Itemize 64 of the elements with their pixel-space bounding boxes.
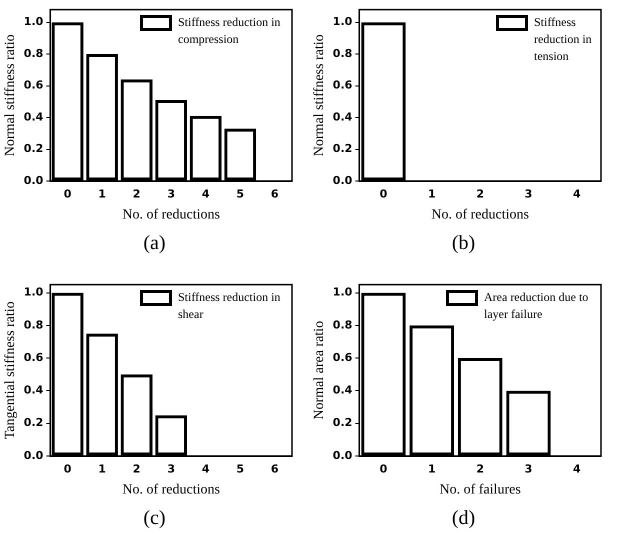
- y-tick-label: 0.4: [332, 384, 353, 397]
- y-tick-label: 0.6: [24, 78, 44, 92]
- y-tick-label: 0.2: [24, 416, 44, 430]
- y-tick-label: 0.4: [24, 110, 44, 124]
- legend-label: Stiffness reduction in shear: [178, 289, 282, 323]
- text: (b): [450, 232, 476, 255]
- text: (a): [142, 232, 167, 255]
- y-tick-label: 0.6: [332, 78, 353, 92]
- x-tick-label: 1: [428, 462, 436, 476]
- x-tick-label: 3: [524, 187, 532, 200]
- x-tick-label: 4: [573, 462, 581, 476]
- x-tick-label: 1: [98, 187, 106, 200]
- x-tick-label: 0: [64, 462, 72, 476]
- x-axis-title: No. of failures: [440, 482, 521, 498]
- x-tick-label: 1: [428, 187, 436, 200]
- x-tick-label: 4: [202, 462, 210, 476]
- x-tick-label: 1: [98, 462, 106, 476]
- y-tick-label: 0.8: [24, 318, 44, 332]
- y-axis-title: Tangential stiffness ratio: [3, 301, 18, 440]
- x-tick-label: 3: [167, 187, 175, 200]
- x-tick-label: 2: [476, 462, 484, 476]
- x-tick-label: 2: [476, 187, 484, 200]
- y-tick-label: 0.2: [332, 142, 352, 156]
- y-tick-label: 0.8: [24, 46, 44, 60]
- y-tick-label: 0.8: [332, 46, 352, 60]
- x-tick-label: 3: [167, 462, 175, 476]
- y-tick-label: 0.0: [24, 448, 44, 462]
- x-tick-label: 0: [380, 187, 388, 200]
- y-tick-label: 0.0: [332, 448, 353, 462]
- x-tick-label: 2: [132, 187, 140, 200]
- y-tick-label: 0.0: [332, 174, 353, 187]
- x-tick-label: 6: [270, 187, 279, 200]
- y-tick-label: 0.2: [24, 142, 44, 156]
- text: (c): [142, 507, 167, 530]
- x-axis-title: No. of reductions: [122, 207, 220, 222]
- x-tick-label: 0: [380, 462, 388, 476]
- text: (d): [450, 507, 476, 530]
- y-tick-label: 0.8: [332, 318, 352, 332]
- x-tick-label: 3: [524, 462, 532, 476]
- y-tick-label: 1.0: [24, 15, 44, 28]
- y-tick-label: 0.0: [24, 174, 44, 187]
- y-axis-title: Normal stiffness ratio: [312, 34, 328, 156]
- y-tick-label: 0.4: [24, 384, 44, 397]
- y-tick-label: 1.0: [332, 286, 353, 299]
- x-tick-label: 5: [236, 462, 244, 476]
- x-tick-label: 4: [202, 187, 210, 200]
- x-tick-label: 2: [132, 462, 140, 476]
- legend-label: Stiffness reduction in compression: [178, 14, 282, 48]
- y-tick-label: 0.6: [332, 350, 353, 364]
- x-axis-title: No. of reductions: [122, 482, 220, 498]
- y-tick-label: 0.2: [332, 416, 352, 430]
- y-tick-label: 0.4: [332, 110, 353, 124]
- legend-label: Stiffness reduction in tension: [534, 14, 593, 65]
- x-tick-label: 5: [236, 187, 244, 200]
- x-axis-title: No. of reductions: [431, 207, 529, 222]
- y-axis-title: Normal stiffness ratio: [3, 34, 18, 156]
- x-tick-label: 6: [270, 462, 279, 476]
- y-axis-title: Normal area ratio: [312, 320, 328, 420]
- y-tick-label: 0.6: [24, 350, 44, 364]
- y-tick-label: 1.0: [332, 15, 353, 28]
- x-tick-label: 4: [573, 187, 581, 200]
- x-tick-label: 0: [64, 187, 72, 200]
- y-tick-label: 1.0: [24, 286, 44, 299]
- legend-label: Area reduction due to layer failure: [484, 289, 590, 323]
